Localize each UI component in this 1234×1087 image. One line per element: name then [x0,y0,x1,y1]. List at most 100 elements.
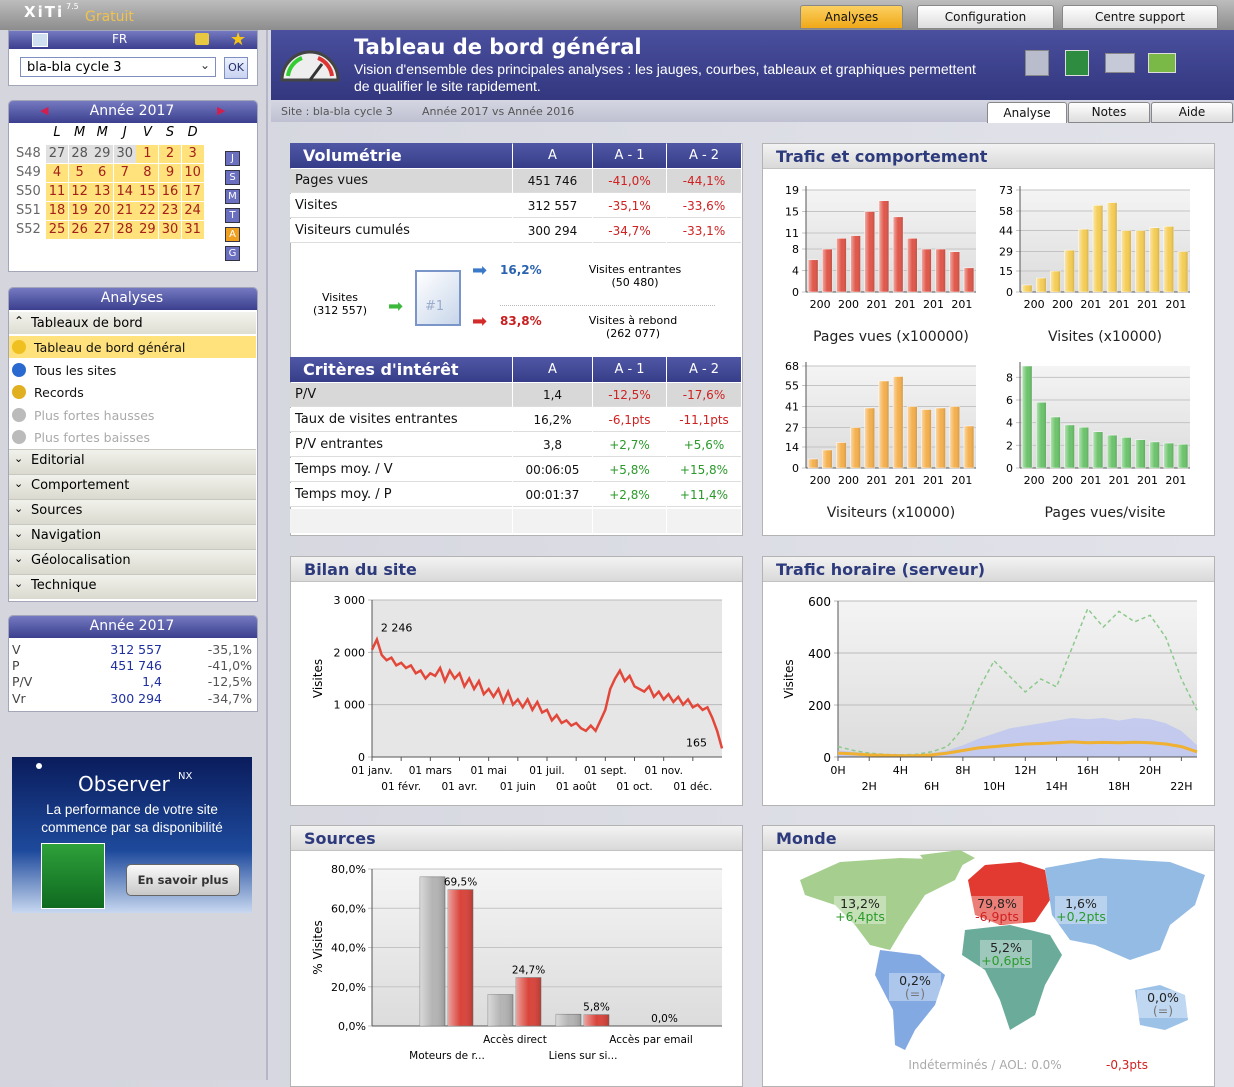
day[interactable]: 29 [91,145,114,163]
menu-section-label[interactable]: Comportement [31,478,130,493]
day[interactable]: 25 [46,221,68,239]
day[interactable]: 2 [159,145,181,163]
day[interactable]: 8 [136,164,159,182]
menu-section[interactable] [9,474,256,499]
day[interactable]: 13 [91,183,114,201]
excel-icon[interactable] [1065,50,1089,76]
day[interactable]: 27 [91,221,114,239]
menu-item-label[interactable]: Plus fortes hausses [34,407,155,423]
bar-shade [822,450,833,468]
day[interactable]: 18 [46,202,68,220]
menu-item-label[interactable]: Tableau de bord général [34,340,186,355]
region [962,925,1062,1030]
day[interactable]: 1 [136,145,159,163]
period-info: Année 2017 vs Année 2016 [422,105,575,118]
ad-button[interactable]: En savoir plus [126,864,240,896]
menu-section[interactable] [9,449,256,474]
day[interactable]: 7 [113,164,136,182]
menu-section[interactable] [9,524,256,549]
view-tab[interactable]: Analyse [987,102,1067,123]
mail-icon[interactable] [1105,53,1135,73]
day[interactable]: 9 [159,164,181,182]
period-link[interactable]: S [225,170,240,185]
print-icon[interactable] [1148,53,1176,73]
tab[interactable]: Centre support [1062,5,1218,29]
day[interactable]: 5 [68,164,91,182]
x-tick-label: 200 [1052,298,1073,311]
day[interactable]: 21 [113,202,136,220]
menu-section[interactable] [9,549,256,574]
view-tab[interactable]: Aide [1151,102,1233,123]
icon[interactable] [32,33,48,47]
region [1135,985,1188,1030]
period-link[interactable]: M [225,189,240,204]
icon[interactable] [195,33,209,45]
table-cell: -35,1% [593,194,666,218]
menu-section-label[interactable]: Tableaux de bord [31,316,143,331]
week-label: S48 [16,146,41,161]
menu-section-label[interactable]: Editorial [31,453,85,468]
favorite-star[interactable]: ★ [230,29,247,50]
day[interactable]: 24 [181,202,204,220]
label-bg [834,896,886,924]
menu-item-label[interactable]: Tous les sites [34,362,117,378]
day[interactable]: 10 [181,164,204,182]
next-arrow[interactable]: ▶ [217,104,226,117]
view-tab[interactable]: Notes [1068,102,1150,123]
day[interactable]: 30 [159,221,181,239]
day[interactable]: 16 [159,183,181,201]
menu-item[interactable] [9,403,256,426]
menu-section-label[interactable]: Géolocalisation [31,553,131,568]
menu-item[interactable] [9,426,256,449]
day[interactable]: 6 [91,164,114,182]
prev-arrow[interactable]: ◀ [40,104,49,117]
site-select[interactable]: bla-bla cycle 3 [20,57,216,77]
ok-button[interactable]: OK [224,57,248,79]
menu-section-label[interactable]: Technique [31,578,97,593]
day[interactable]: 19 [68,202,91,220]
day[interactable]: 3 [181,145,204,163]
menu-item-label[interactable]: Plus fortes baisses [34,430,150,446]
bar-shade [935,408,946,468]
day[interactable]: 12 [68,183,91,201]
day[interactable]: 14 [113,183,136,201]
day[interactable]: 30 [113,145,136,163]
day[interactable]: 26 [68,221,91,239]
chevron: ⌄ [14,552,24,565]
day[interactable]: 20 [91,202,114,220]
tab[interactable]: Analyses [800,5,903,29]
day[interactable]: 31 [181,221,204,239]
language[interactable]: FR [112,32,128,46]
menu-item[interactable] [9,358,256,381]
period-link[interactable]: J [225,151,240,166]
menu-item-label[interactable]: Records [34,385,84,401]
day[interactable]: 23 [159,202,181,220]
day[interactable]: 11 [46,183,68,201]
menu-section[interactable] [9,499,256,524]
period-link[interactable]: T [225,208,240,223]
period-link[interactable]: A [225,227,240,242]
summary-delta: -41,0% [207,658,252,674]
day[interactable]: 17 [181,183,204,201]
day[interactable]: 27 [46,145,68,163]
menu-section[interactable] [9,574,256,599]
tab[interactable]: Configuration [917,5,1054,29]
day[interactable]: 22 [136,202,159,220]
menu-item[interactable] [9,336,256,358]
day[interactable]: 28 [113,221,136,239]
day[interactable]: 28 [68,145,91,163]
menu-item[interactable] [9,381,256,404]
day[interactable]: 15 [136,183,159,201]
max-label: 2 246 [381,621,413,634]
table-cell: Visites [290,194,512,218]
menu-section[interactable] [9,312,256,334]
export-icon[interactable] [1025,50,1049,76]
period-link[interactable]: G [225,246,240,261]
arrow: ➡ [472,311,488,332]
ad-brand[interactable]: Observer [78,772,170,796]
menu-section-label[interactable]: Sources [31,503,83,518]
menu-section-label[interactable]: Navigation [31,528,102,543]
day[interactable]: 29 [136,221,159,239]
day[interactable]: 4 [46,164,68,182]
separator [500,305,715,306]
